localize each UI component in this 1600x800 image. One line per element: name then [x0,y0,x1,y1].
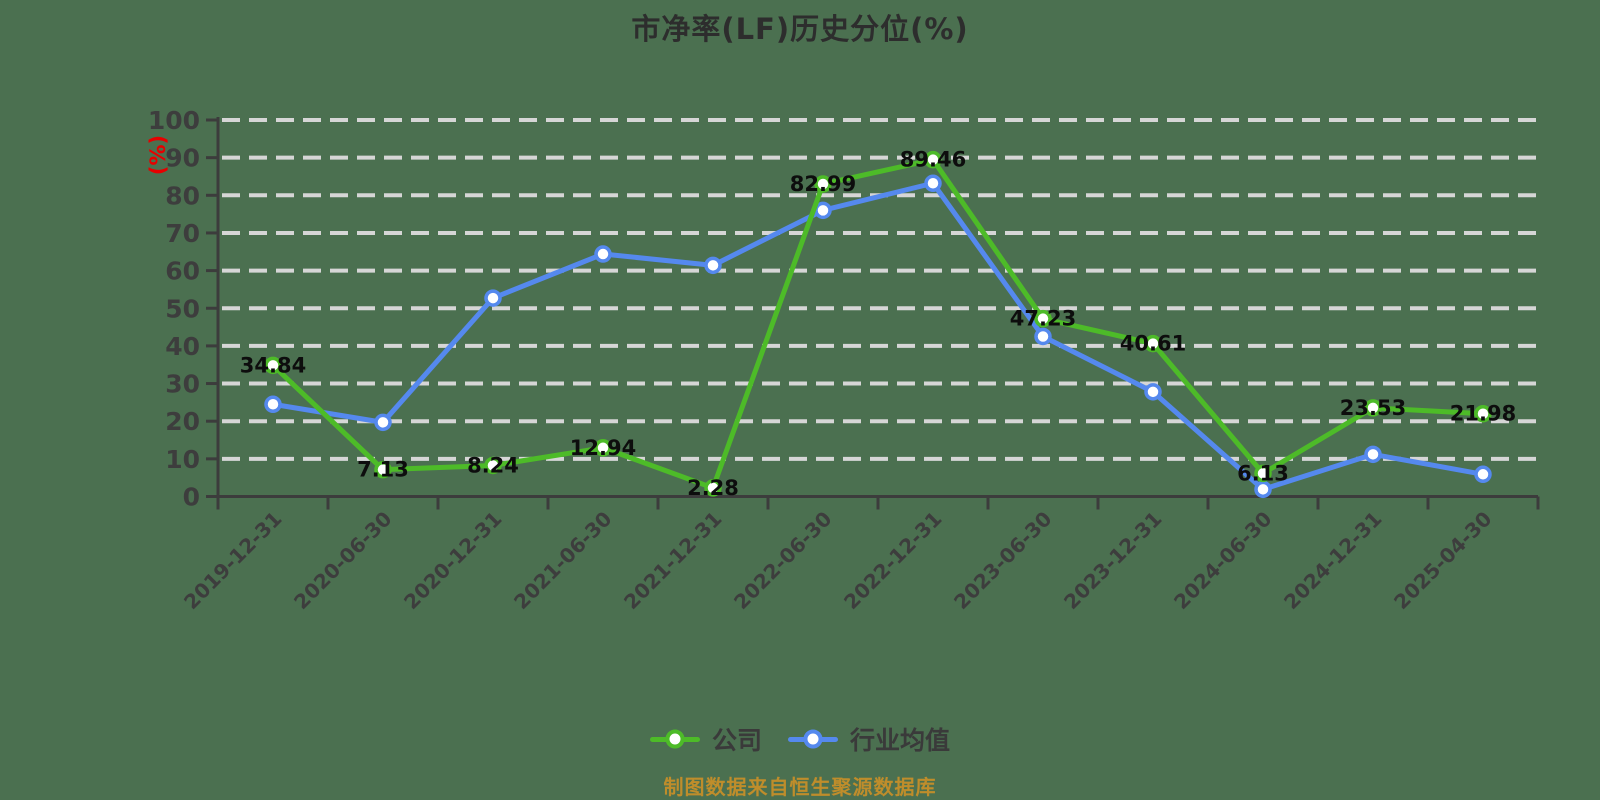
data-point-value-label: 34.84 [240,353,306,377]
chart-title: 市净率(LF)历史分位(%) [631,12,969,46]
y-axis-tick-label: 100 [148,106,200,135]
data-point-value-label: 82.99 [790,172,856,196]
industry-data-point-2023-06-30[interactable] [1034,327,1052,346]
legend-label-company: 公司 [711,726,762,755]
company-data-point-2025-04-30[interactable] [1474,404,1492,423]
industry-data-point-2022-06-30[interactable] [814,201,832,220]
data-source-note: 制图数据来自恒生聚源数据库 [663,775,937,799]
company-data-point-2020-06-30[interactable] [374,460,392,479]
x-axis-date-label: 2023-12-31 [1059,507,1166,614]
company-data-point-2023-06-30[interactable] [1034,309,1052,328]
y-axis-tick-label: 30 [165,370,200,399]
x-axis-date-label: 2024-06-30 [1169,507,1276,614]
data-point-value-label: 40.61 [1120,332,1186,356]
data-point-value-label: 89.46 [900,148,966,172]
industry-data-point-2022-12-31[interactable] [924,174,942,193]
company-data-point-2021-06-30[interactable] [594,439,612,457]
data-point-value-label: 8.24 [467,453,519,477]
data-point-value-label: 7.13 [357,458,409,482]
x-axis-date-label: 2020-12-31 [399,507,506,614]
y-axis-tick-label: 70 [165,219,200,248]
industry-series-marker-icon [788,727,838,751]
x-axis-date-label: 2025-04-30 [1389,507,1496,614]
industry-data-point-2024-12-31[interactable] [1364,445,1382,464]
x-axis-date-label: 2023-06-30 [949,507,1056,614]
x-axis-date-label: 2021-06-30 [509,507,616,614]
company-series-marker-icon [649,727,700,751]
x-axis-date-label: 2020-06-30 [289,507,396,614]
company-series-line [270,157,1486,491]
y-axis-tick-label: 50 [165,294,200,323]
y-axis-tick-label: 90 [165,144,200,173]
y-axis-tick-label: 10 [165,445,200,474]
y-axis-tick-label: 80 [165,181,200,210]
company-data-point-2020-12-31[interactable] [484,456,502,475]
company-data-point-2019-12-31[interactable] [264,356,282,375]
data-point-value-label: 47.23 [1010,307,1076,331]
legend-item-industry-average[interactable]: 行业均值 [788,721,950,757]
industry-data-point-2024-06-30[interactable] [1254,480,1272,499]
industry-data-point-2021-06-30[interactable] [594,245,612,263]
industry-data-point-2021-12-31[interactable] [704,256,722,275]
x-axis-date-label: 2022-12-31 [839,507,946,614]
data-point-value-label: 23.53 [1340,396,1406,420]
industry-series-line [270,180,1486,492]
x-axis-date-label: 2022-06-30 [729,507,836,614]
y-axis-tick-label: 0 [183,483,200,512]
x-axis-date-label: 2021-12-31 [619,507,726,614]
data-point-value-label: 12.94 [570,436,636,460]
data-point-value-label: 21.98 [1450,402,1516,426]
data-point-value-label: 2.28 [687,476,739,500]
legend-label-industry-average: 行业均值 [850,726,951,755]
legend-item-company[interactable]: 公司 [649,721,762,757]
x-axis-date-label: 2024-12-31 [1279,507,1386,614]
y-axis-tick-label: 20 [165,407,200,436]
company-data-point-2024-12-31[interactable] [1364,399,1382,417]
industry-data-point-2025-04-30[interactable] [1474,465,1492,484]
industry-data-point-2019-12-31[interactable] [264,395,282,414]
company-data-point-2023-12-31[interactable] [1144,334,1162,353]
industry-data-point-2020-12-31[interactable] [484,289,502,307]
company-data-point-2021-12-31[interactable] [704,479,722,497]
x-axis-date-label: 2019-12-31 [179,507,286,614]
industry-data-point-2020-06-30[interactable] [374,413,392,432]
data-point-value-label: 6.13 [1237,461,1289,485]
y-axis-tick-label: 40 [165,332,200,361]
company-data-point-2022-12-31[interactable] [924,150,942,169]
industry-data-point-2023-12-31[interactable] [1144,383,1162,401]
y-axis-tick-label: 60 [165,257,200,286]
y-axis-unit-label: (%) [146,135,170,175]
legend: 公司 行业均值 [0,716,1600,762]
company-data-point-2024-06-30[interactable] [1254,464,1272,483]
company-data-point-2022-06-30[interactable] [814,175,832,193]
